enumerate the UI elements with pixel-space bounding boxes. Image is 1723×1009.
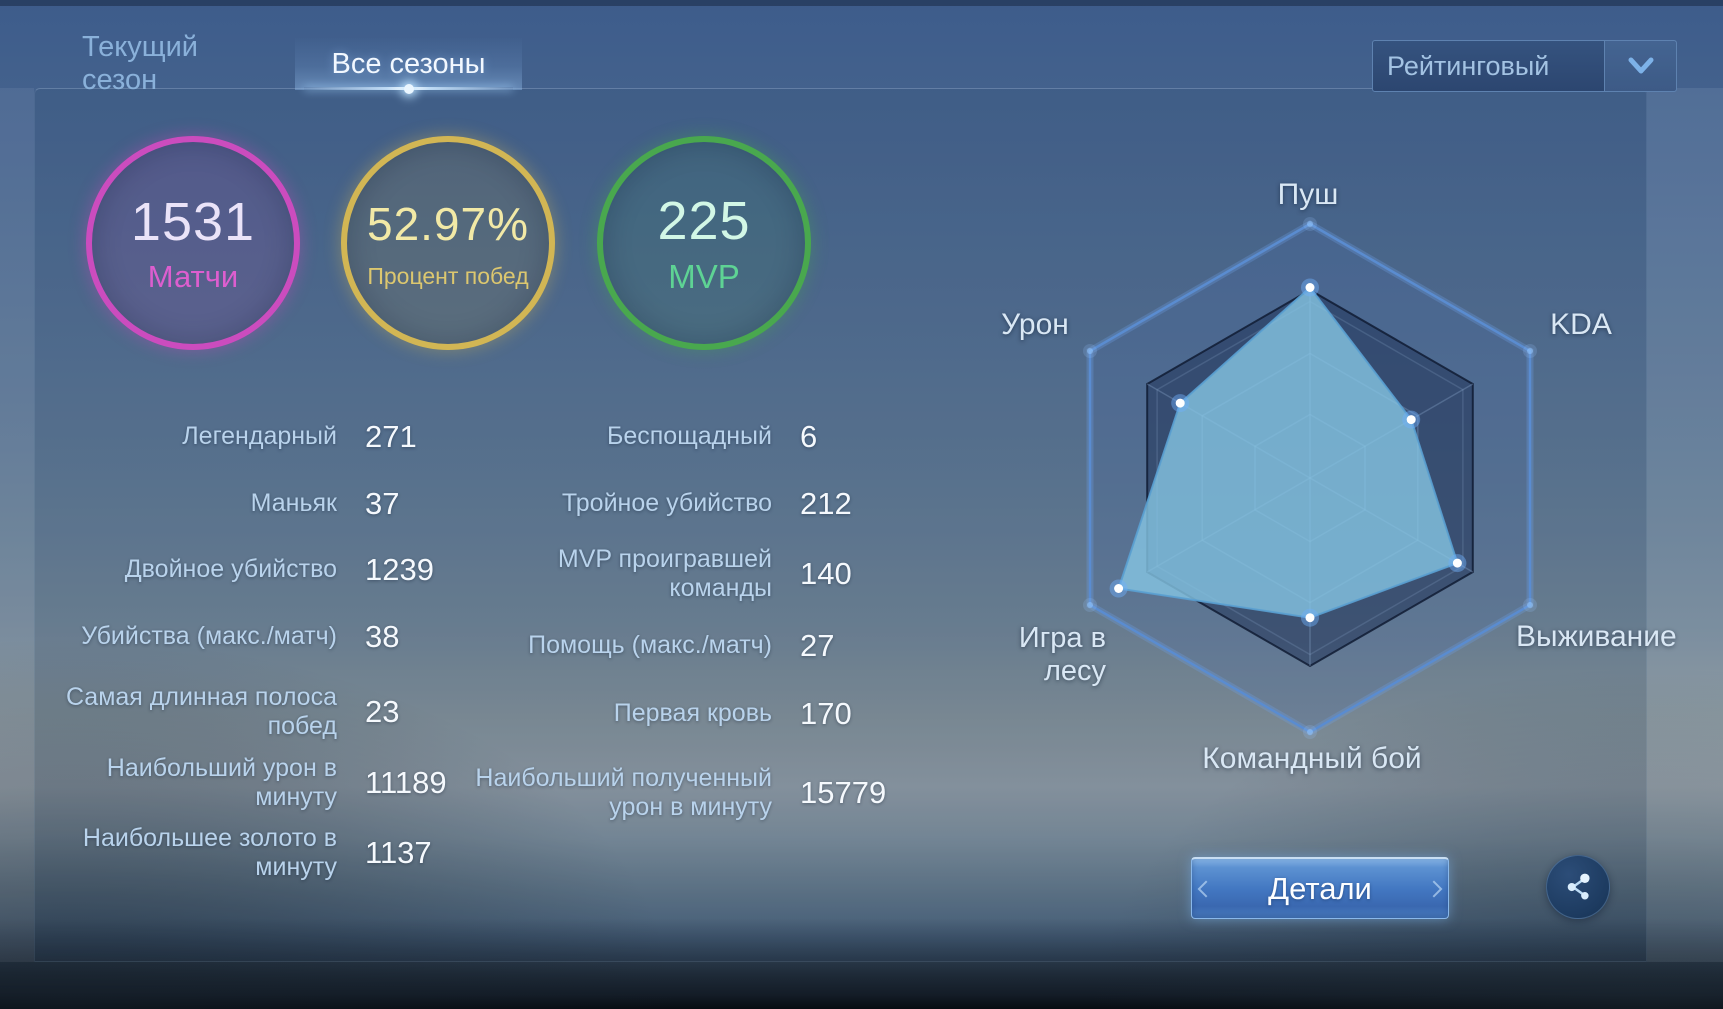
stat-value: 38 xyxy=(365,619,400,654)
mvp-circle: 225 MVP xyxy=(597,136,811,350)
panel-right-margin xyxy=(1647,88,1723,962)
stat-label: Легендарный xyxy=(182,422,337,451)
details-button-label: Детали xyxy=(1268,870,1372,906)
stat-label: Наибольшее золото в минуту xyxy=(82,823,337,882)
share-button[interactable] xyxy=(1546,855,1610,919)
radar-axis-label-survival: Выживание xyxy=(1516,620,1677,653)
active-tab-glow-dot xyxy=(403,84,414,94)
stat-row: Маньяк 37 xyxy=(40,471,400,537)
stat-label: Первая кровь xyxy=(613,699,772,728)
chevron-down-icon xyxy=(1628,57,1653,74)
stat-row: Самая длинная полоса побед 23 xyxy=(40,679,400,745)
panel-left-margin xyxy=(0,88,34,962)
winrate-label: Процент побед xyxy=(367,262,529,289)
stat-value: 37 xyxy=(365,486,400,521)
tab-all-seasons-label: Все сезоны xyxy=(331,47,486,80)
stat-value: 23 xyxy=(365,694,400,729)
stat-label: Двойное убийство xyxy=(124,555,337,584)
stat-label: Самая длинная полоса побед xyxy=(65,682,337,741)
mode-dropdown-value: Рейтинговый xyxy=(1387,50,1550,81)
stat-value: 6 xyxy=(800,419,818,454)
winrate-circle: 52.97% Процент побед xyxy=(341,136,555,350)
stat-row: Первая кровь 170 xyxy=(440,681,852,747)
tab-all-seasons[interactable]: Все сезоны xyxy=(295,38,522,94)
stat-row: Наибольший полученный урон в минуту 1577… xyxy=(440,760,886,826)
stat-label: Тройное убийство xyxy=(561,489,772,518)
stat-value: 11189 xyxy=(365,765,447,800)
stat-value: 140 xyxy=(800,556,852,591)
details-button[interactable]: Детали xyxy=(1191,857,1449,919)
stat-label: MVP проигравшей команды xyxy=(557,544,772,603)
stat-label: Наибольший урон в минуту xyxy=(106,753,337,812)
matches-circle: 1531 Матчи xyxy=(86,136,300,350)
stat-row: Наибольшее золото в минуту 1137 xyxy=(40,820,432,886)
mode-dropdown-button[interactable] xyxy=(1604,41,1676,91)
stat-value: 170 xyxy=(800,696,852,731)
radar-axis-label-damage: Урон xyxy=(1001,308,1069,341)
share-icon xyxy=(1567,873,1590,900)
mvp-label: MVP xyxy=(668,258,740,295)
button-ornament-left xyxy=(1197,880,1215,897)
top-edge-shade xyxy=(0,0,1723,6)
matches-value: 1531 xyxy=(130,192,256,252)
stat-value: 27 xyxy=(800,628,835,663)
stat-value: 15779 xyxy=(800,775,887,810)
stat-label: Убийства (макс./матч) xyxy=(81,622,337,651)
stat-row: Тройное убийство 212 xyxy=(440,471,852,537)
stat-label: Беспощадный xyxy=(606,422,772,451)
stat-value: 212 xyxy=(800,486,852,521)
stat-row: MVP проигравшей команды 140 xyxy=(440,541,852,607)
stat-row: Убийства (макс./матч) 38 xyxy=(40,604,399,670)
stat-row: Помощь (макс./матч) 27 xyxy=(440,613,834,679)
mode-dropdown[interactable]: Рейтинговый xyxy=(1372,40,1677,92)
radar-axis-label-teamfight: Командный бой xyxy=(1202,742,1422,775)
stat-value: 1137 xyxy=(365,835,432,870)
mvp-value: 225 xyxy=(657,191,751,251)
stat-label: Помощь (макс./матч) xyxy=(528,631,772,660)
stat-label: Маньяк xyxy=(250,489,337,518)
radar-axis-label-kda: KDA xyxy=(1550,308,1612,341)
radar-axis-label-push: Пуш xyxy=(1277,178,1339,211)
stat-row: Легендарный 271 xyxy=(40,404,417,470)
button-ornament-right xyxy=(1425,880,1443,897)
tab-current-season[interactable]: Текущий сезон xyxy=(82,31,198,96)
stat-row: Наибольший урон в минуту 11189 xyxy=(40,750,447,816)
stat-value: 271 xyxy=(365,419,417,454)
radar-axis-label-jungle: Игра в лесу xyxy=(1018,622,1106,688)
stat-row: Беспощадный 6 xyxy=(440,404,817,470)
matches-label: Матчи xyxy=(147,259,239,294)
winrate-value: 52.97% xyxy=(366,197,529,250)
stat-row: Двойное убийство 1239 xyxy=(40,537,434,603)
stat-label: Наибольший полученный урон в минуту xyxy=(475,763,772,822)
stat-value: 1239 xyxy=(365,552,434,587)
